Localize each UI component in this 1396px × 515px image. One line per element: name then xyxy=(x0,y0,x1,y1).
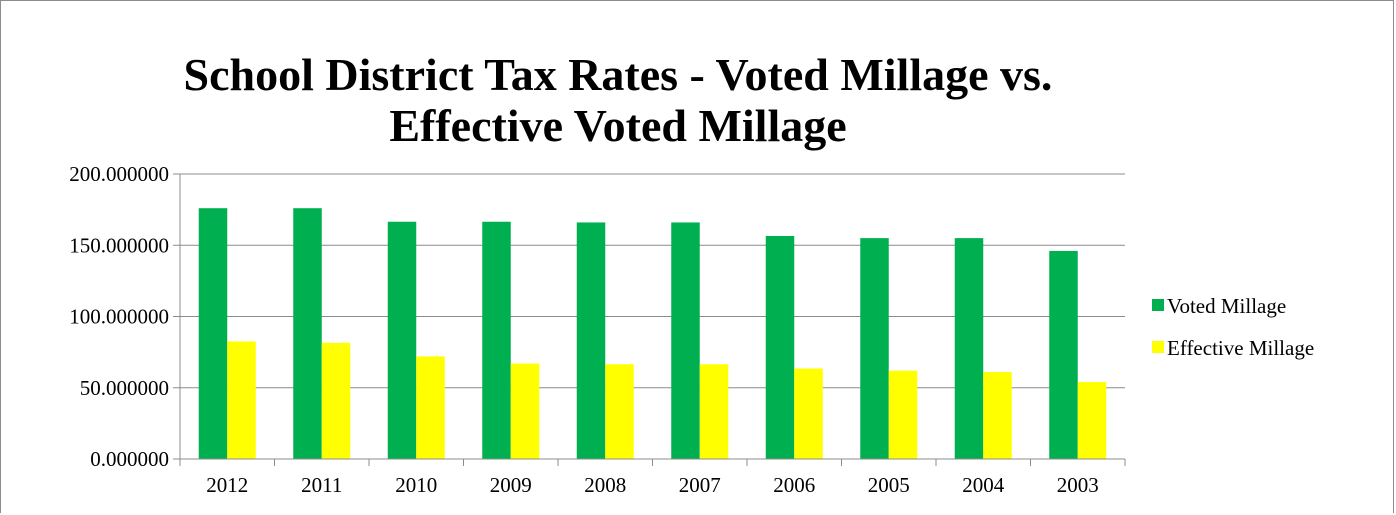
x-tick-label: 2003 xyxy=(1057,473,1099,497)
bar-effective-millage-2007 xyxy=(699,364,729,459)
bar-effective-millage-2011 xyxy=(321,342,351,459)
bar-voted-millage-2006 xyxy=(765,235,795,459)
bar-effective-millage-2008 xyxy=(605,364,634,459)
y-tick-label: 50.000000 xyxy=(80,376,169,400)
bar-voted-millage-2004 xyxy=(954,238,984,459)
bar-effective-millage-2003 xyxy=(1077,382,1107,459)
x-tick-label: 2007 xyxy=(679,473,721,497)
chart-title-line-2: Effective Voted Millage xyxy=(389,100,846,151)
bar-effective-millage-2012 xyxy=(227,341,256,459)
bar-voted-millage-2008 xyxy=(576,222,606,459)
x-tick-label: 2008 xyxy=(584,473,626,497)
bar-voted-millage-2010 xyxy=(387,221,417,459)
bar-effective-millage-2009 xyxy=(510,363,540,459)
bar-effective-millage-2004 xyxy=(983,372,1012,459)
legend: Voted Millage Effective Millage xyxy=(1152,294,1314,360)
x-tick-label: 2012 xyxy=(206,473,248,497)
y-tick-label: 0.000000 xyxy=(90,447,169,471)
bar-voted-millage-2009 xyxy=(482,221,511,459)
bar-voted-millage-2003 xyxy=(1049,250,1078,459)
x-tick-label: 2004 xyxy=(962,473,1005,497)
axes: 0.000000 50.000000 100.000000 150.000000 200… xyxy=(69,162,1126,497)
chart-title-line-1: School District Tax Rates - Voted Millag… xyxy=(184,49,1053,100)
x-tick-label: 2005 xyxy=(868,473,910,497)
legend-swatch-effective-millage xyxy=(1152,341,1164,353)
bar-effective-millage-2006 xyxy=(794,368,823,459)
x-tick-label: 2010 xyxy=(395,473,437,497)
x-tick-label: 2011 xyxy=(301,473,342,497)
legend-label-effective-millage: Effective Millage xyxy=(1167,336,1314,360)
y-tick-label: 100.000000 xyxy=(69,305,169,329)
y-tick-label: 150.000000 xyxy=(69,233,169,257)
x-tick-label: 2009 xyxy=(490,473,532,497)
bar-voted-millage-2011 xyxy=(293,208,322,459)
bar-voted-millage-2005 xyxy=(860,238,889,459)
legend-swatch-voted-millage xyxy=(1152,299,1164,311)
bars xyxy=(198,208,1107,459)
bar-voted-millage-2007 xyxy=(671,222,700,459)
legend-label-voted-millage: Voted Millage xyxy=(1167,294,1286,318)
x-tick-label: 2006 xyxy=(773,473,815,497)
y-tick-label: 200.000000 xyxy=(69,162,169,186)
bar-effective-millage-2005 xyxy=(888,370,918,459)
bar-effective-millage-2010 xyxy=(416,356,445,459)
bar-voted-millage-2012 xyxy=(198,208,228,459)
